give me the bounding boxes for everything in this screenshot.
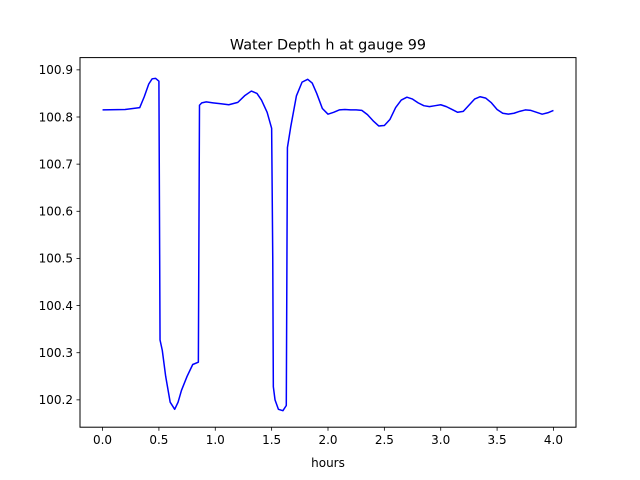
x-tick-label: 2.0 <box>318 433 337 447</box>
x-tick-label: 3.0 <box>431 433 450 447</box>
x-axis-label: hours <box>311 456 345 470</box>
x-tick-label: 1.5 <box>262 433 281 447</box>
x-tick-label: 0.0 <box>93 433 112 447</box>
y-tick-label: 100.4 <box>39 299 73 313</box>
y-tick-label: 100.5 <box>39 252 73 266</box>
x-tick-label: 0.5 <box>149 433 168 447</box>
y-axis: 100.2 100.3 100.4 100.5 100.6 100.7 100.8 100.9 <box>39 63 80 407</box>
y-tick-label: 100.9 <box>39 63 73 77</box>
series-line <box>102 77 554 412</box>
y-tick-label: 100.7 <box>39 157 73 171</box>
x-axis: 0.0 0.5 1.0 1.5 2.0 2.5 3.0 3.5 4.0 <box>93 427 563 447</box>
x-tick-label: 2.5 <box>375 433 394 447</box>
x-tick-label: 3.5 <box>488 433 507 447</box>
x-tick-label: 4.0 <box>544 433 563 447</box>
y-tick-label: 100.6 <box>39 205 73 219</box>
series-layer <box>102 77 554 412</box>
y-tick-label: 100.8 <box>39 110 73 124</box>
chart-title: Water Depth h at gauge 99 <box>230 38 426 54</box>
y-tick-label: 100.2 <box>39 393 73 407</box>
x-tick-label: 1.0 <box>206 433 225 447</box>
y-tick-label: 100.3 <box>39 346 73 360</box>
